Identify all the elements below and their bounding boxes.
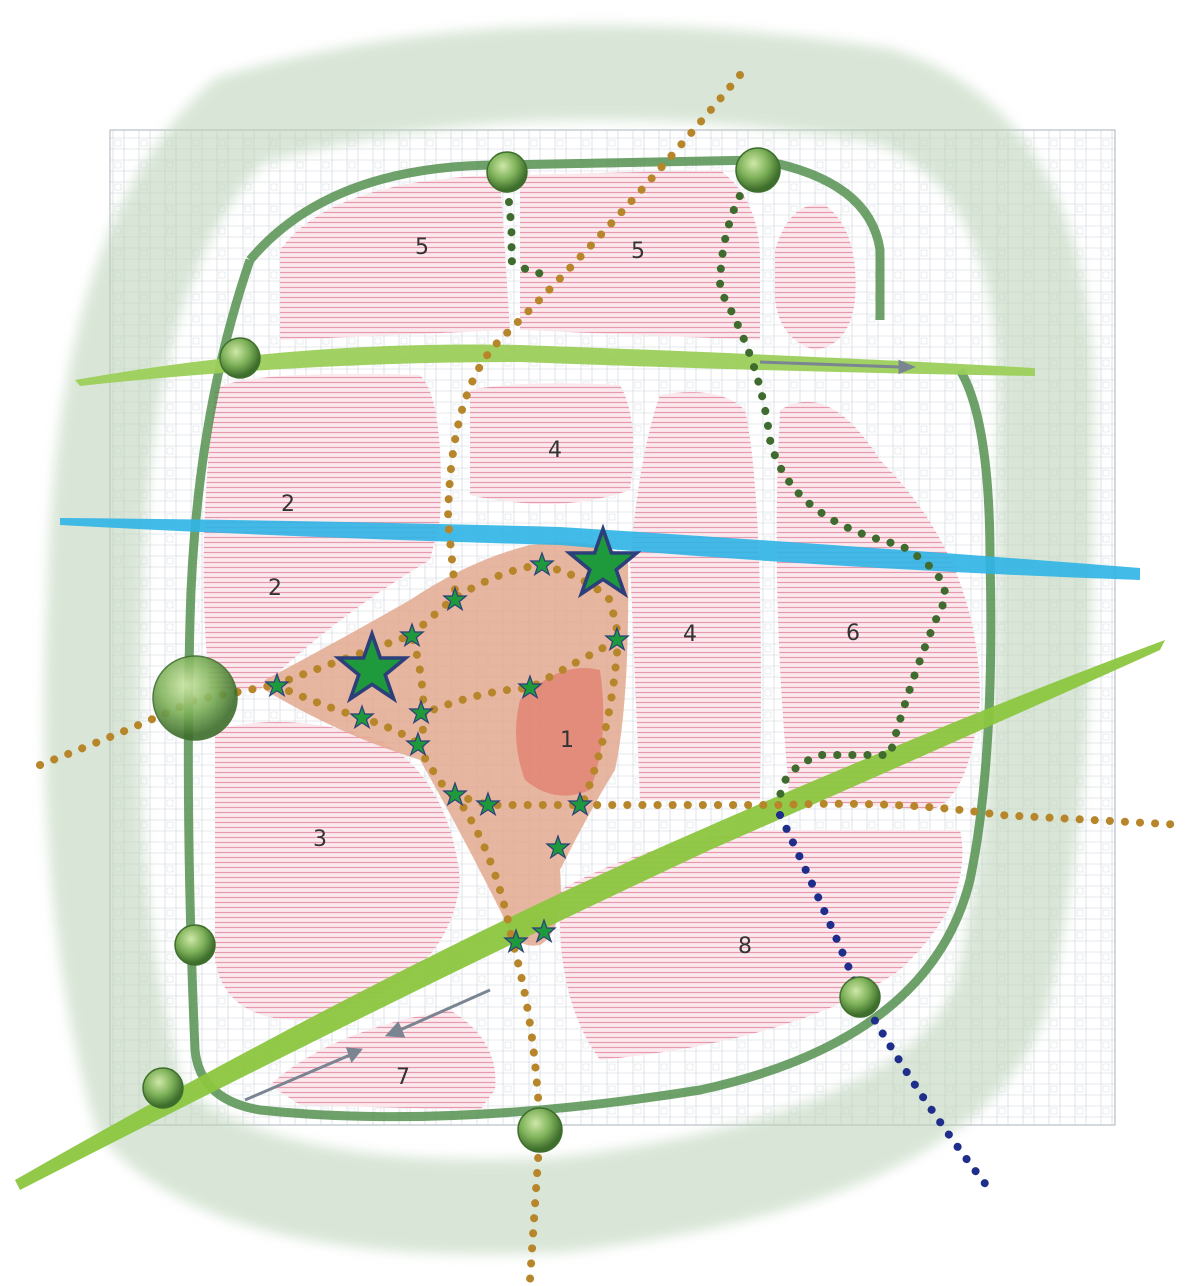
zone-6 <box>776 401 980 810</box>
zone-label-2-upper: 2 <box>281 492 295 517</box>
star-small <box>399 622 425 648</box>
zone-4-east <box>630 392 761 800</box>
zone-3 <box>215 722 460 1020</box>
green-belt-halo <box>44 25 1094 1255</box>
arrow-ne-lower-head <box>345 1047 363 1064</box>
direction-arrows <box>244 359 916 1102</box>
zone-label-4-top: 4 <box>548 438 562 463</box>
arrow-sw-lower <box>399 988 491 1032</box>
star-small <box>503 928 529 954</box>
green-corridors <box>15 344 1165 1190</box>
zone-label-5-left: 5 <box>415 235 429 260</box>
zone-4-top <box>470 383 634 504</box>
route-south <box>451 791 545 1284</box>
star-large-north <box>564 523 642 599</box>
arrow-sw-lower-head <box>384 1021 406 1038</box>
zone-8 <box>559 830 963 1060</box>
diagonal-green-corridor <box>15 640 1165 1190</box>
town-centre <box>265 542 629 946</box>
star-small <box>442 781 468 807</box>
zone-label-1: 1 <box>560 728 574 753</box>
core-area <box>516 668 604 796</box>
centre-area <box>265 542 629 946</box>
zone-east-top <box>775 204 856 350</box>
arrow-ne-lower <box>244 1053 351 1102</box>
zone-labels: 5 5 4 2 2 4 6 1 3 8 7 <box>268 235 860 1090</box>
star-small <box>517 674 543 700</box>
zone-label-4-east: 4 <box>683 622 697 647</box>
star-small <box>531 918 557 944</box>
star-small <box>264 672 290 698</box>
route-north-short <box>501 168 554 278</box>
node-west-corridor <box>219 337 261 379</box>
star-small <box>545 834 571 860</box>
zone-label-7: 7 <box>396 1065 410 1090</box>
zone-5-left <box>280 175 510 340</box>
node-north-2 <box>735 147 781 193</box>
node-north-1 <box>486 151 528 193</box>
star-small <box>442 586 468 612</box>
node-west-mid <box>174 924 216 966</box>
star-small <box>349 704 375 730</box>
star-small <box>604 626 630 652</box>
route-ne-diagonal <box>443 71 744 594</box>
star-markers <box>264 523 642 954</box>
star-large-west <box>333 628 411 704</box>
dark-green-routes <box>501 166 949 804</box>
zone-5-right <box>520 170 760 340</box>
node-south <box>517 1107 563 1153</box>
arrow-east-north-corridor-head <box>898 359 916 375</box>
star-small <box>405 731 431 757</box>
zone-label-8: 8 <box>738 934 752 959</box>
zone-label-2-lower: 2 <box>268 576 282 601</box>
zone-label-3: 3 <box>313 827 327 852</box>
star-small <box>408 699 434 725</box>
node-southwest <box>142 1067 184 1109</box>
arrow-east-north-corridor <box>759 360 901 369</box>
zone-label-6: 6 <box>846 621 860 646</box>
zone-label-5-right: 5 <box>631 239 645 264</box>
star-small <box>475 791 501 817</box>
node-southeast <box>839 976 881 1018</box>
zone-7 <box>270 1010 496 1110</box>
north-green-corridor <box>75 344 1035 386</box>
star-small <box>567 791 593 817</box>
node-west-gateway <box>152 655 238 741</box>
route-central-cross <box>416 633 623 809</box>
star-small <box>529 551 555 577</box>
green-nodes <box>142 147 881 1153</box>
star-small-group <box>264 551 630 954</box>
waterway <box>60 518 1140 580</box>
